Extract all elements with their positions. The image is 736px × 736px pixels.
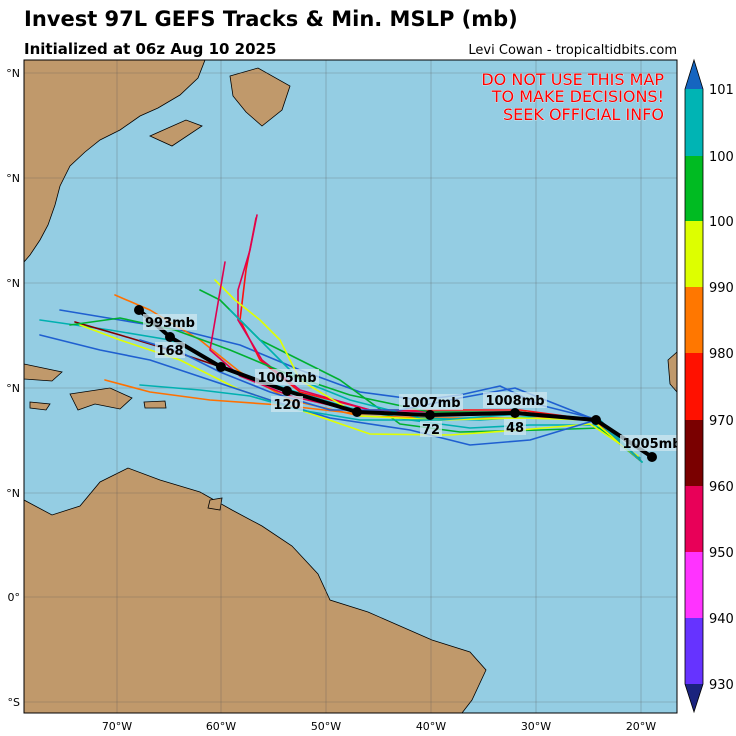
colorbar	[684, 58, 704, 714]
hour-label: 72	[422, 423, 440, 438]
lon-label: 20°W	[626, 720, 656, 733]
pressure-label: 993mb	[145, 316, 195, 331]
colorbar-label: 960	[709, 480, 734, 495]
lat-label: 0°	[8, 591, 21, 604]
map-frame	[23, 59, 678, 714]
colorbar-label: 970	[709, 414, 734, 429]
colorbar-label: 101	[709, 83, 734, 98]
pressure-label: 1008mb	[485, 394, 544, 409]
lat-label: °N	[6, 487, 20, 500]
lon-label: 30°W	[521, 720, 551, 733]
lon-label: 40°W	[416, 720, 446, 733]
colorbar-labels: 101 100 100 990 980 970 960 950 940 930	[709, 83, 734, 693]
lat-labels: °N °N °N °N °N 0° °S	[6, 67, 20, 709]
lat-label: °N	[6, 277, 20, 290]
credit: Levi Cowan - tropicaltidbits.com	[468, 43, 677, 58]
colorbar-label: 940	[709, 612, 734, 627]
subtitle: Initialized at 06z Aug 10 2025	[24, 40, 276, 58]
pressure-label: 1005mb	[622, 437, 681, 452]
map: 993mb 168 1005mb 120 1007mb 72 1008mb 48…	[24, 60, 681, 713]
lat-label: °N	[6, 382, 20, 395]
colorbar-label: 990	[709, 281, 734, 296]
colorbar-label: 100	[709, 215, 734, 230]
hour-label: 48	[506, 421, 524, 436]
track-labels: 993mb 168 1005mb 120 1007mb 72 1008mb 48…	[143, 314, 681, 452]
lat-label: °N	[6, 67, 20, 80]
hour-label: 168	[156, 344, 183, 359]
lon-label: 70°W	[102, 720, 132, 733]
lat-label: °S	[8, 696, 21, 709]
warning-line: SEEK OFFICIAL INFO	[503, 105, 664, 124]
mean-track-points	[134, 305, 657, 462]
lat-label: °N	[6, 172, 20, 185]
colorbar-label: 950	[709, 546, 734, 561]
hour-label: 120	[273, 398, 300, 413]
warning-line: DO NOT USE THIS MAP	[481, 70, 664, 89]
pressure-label: 1007mb	[401, 396, 460, 411]
title: Invest 97L GEFS Tracks & Min. MSLP (mb)	[24, 7, 518, 31]
ensemble-tracks	[39, 214, 643, 463]
lon-label: 60°W	[206, 720, 236, 733]
colorbar-label: 100	[709, 150, 734, 165]
graticule	[24, 60, 677, 713]
lon-labels: 70°W 60°W 50°W 40°W 30°W 20°W	[102, 720, 656, 733]
pressure-label: 1005mb	[257, 371, 316, 386]
lon-label: 50°W	[311, 720, 341, 733]
warning-line: TO MAKE DECISIONS!	[491, 87, 664, 106]
colorbar-label: 930	[709, 678, 734, 693]
colorbar-label: 980	[709, 347, 734, 362]
